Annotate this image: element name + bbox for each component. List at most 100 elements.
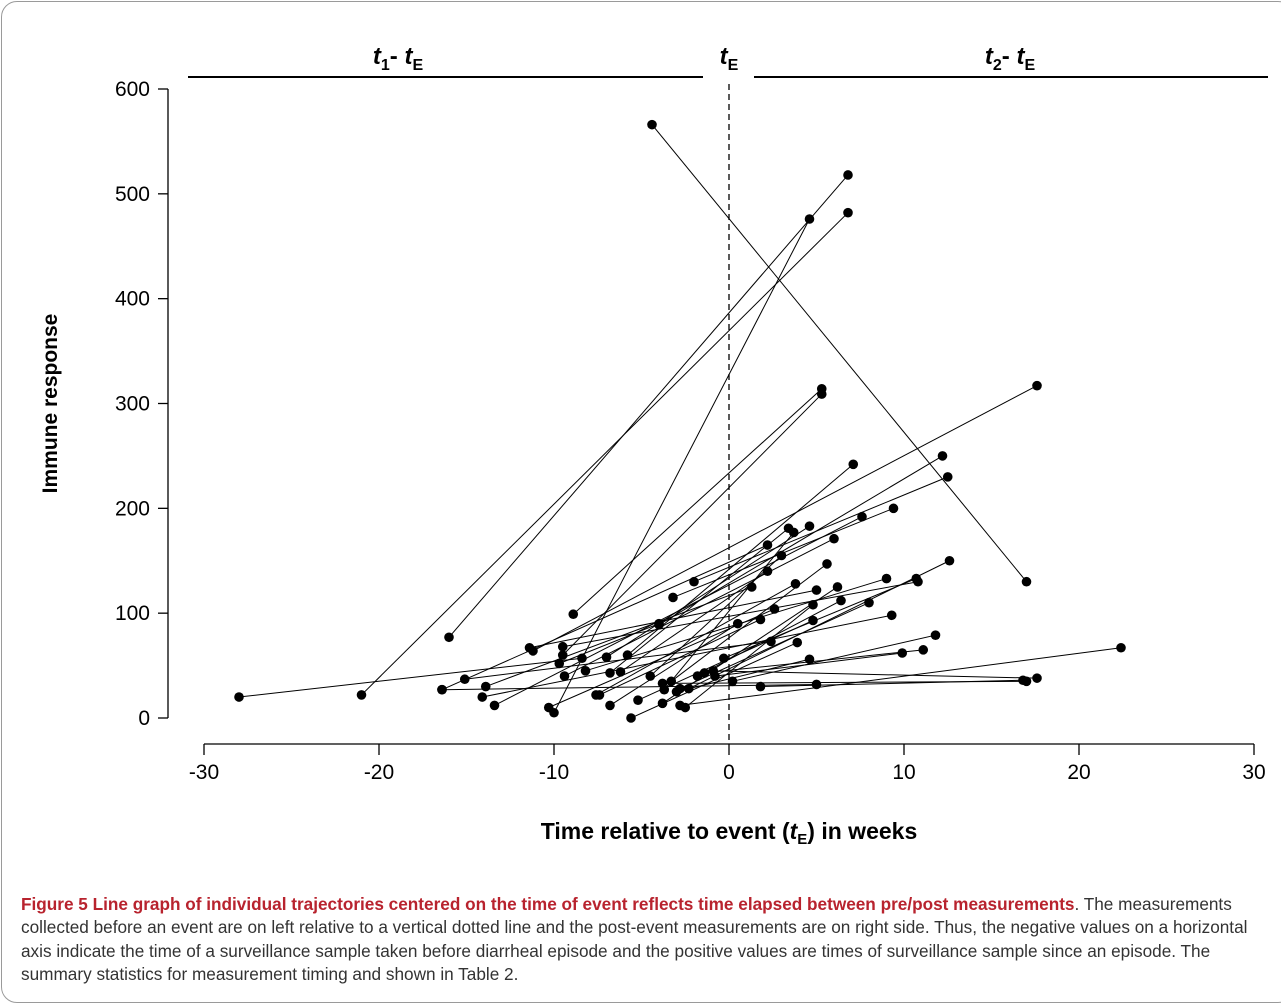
trajectory-line: [693, 476, 948, 583]
post-event-point: [843, 170, 853, 180]
pre-event-point: [668, 592, 678, 603]
post-event-point: [886, 610, 897, 621]
figure-caption: Figure 5 Line graph of individual trajec…: [21, 893, 1271, 987]
label-post-sub2: E: [1024, 57, 1035, 74]
trajectory-line: [679, 647, 1122, 706]
label-pre-dash: -: [390, 43, 405, 70]
trajectory-line: [732, 634, 936, 682]
x-axis-label: Time relative to event (tE) in weeks: [541, 818, 917, 848]
label-pre-t1: t: [373, 43, 382, 70]
trajectory-line: [688, 560, 950, 690]
pre-event-point: [671, 686, 682, 697]
pre-event-point: [699, 668, 710, 678]
pre-event-point: [605, 668, 615, 678]
trajectory-line: [670, 563, 828, 682]
trajectory-line: [651, 124, 1027, 583]
trajectory: [568, 384, 827, 620]
post-event-point: [897, 648, 908, 658]
x-tick-label: -10: [539, 761, 569, 784]
trajectory-line: [676, 658, 810, 693]
trajectory: [489, 511, 867, 711]
trajectory: [626, 637, 803, 723]
post-event-point: [881, 573, 892, 584]
label-pre-event: t1- tE: [373, 43, 424, 74]
pre-event-point: [626, 713, 636, 723]
trajectory: [671, 654, 815, 697]
post-event-point: [930, 630, 941, 640]
pre-event-point: [543, 702, 554, 713]
trajectories: [234, 119, 1126, 723]
pre-event-point: [480, 681, 491, 692]
post-event-point: [888, 503, 899, 514]
trajectory: [580, 573, 892, 676]
trajectory-line: [553, 218, 810, 713]
label-event: tE: [720, 43, 739, 74]
trajectory: [689, 472, 953, 587]
post-event-point: [769, 604, 780, 614]
trajectory-line: [713, 670, 1038, 679]
trajectory: [356, 207, 853, 700]
trajectory-line: [464, 640, 772, 680]
post-event-point: [829, 533, 839, 544]
post-event-point: [788, 527, 799, 538]
pre-event-point: [708, 666, 719, 676]
trajectory: [594, 614, 766, 700]
post-event-point: [766, 636, 776, 647]
trajectory-line: [714, 652, 903, 677]
trajectory: [459, 636, 776, 685]
y-tick-label: 300: [115, 393, 150, 416]
y-tick-label: 100: [115, 602, 150, 625]
caption-body: . The measurements collected before an e…: [21, 894, 1248, 985]
post-event-point: [1018, 675, 1028, 686]
trajectory: [699, 645, 929, 678]
post-event-point: [944, 555, 955, 566]
label-pre-t2: t: [404, 43, 413, 70]
trajectory-line: [649, 555, 782, 677]
y-tick-label: 200: [115, 497, 150, 520]
y-tick-label: 600: [115, 78, 150, 101]
trajectory-line: [663, 532, 795, 691]
post-event-point: [1032, 380, 1042, 391]
post-event-point: [762, 566, 773, 577]
trajectory-line: [448, 174, 849, 638]
trajectory: [559, 533, 839, 681]
trajectory: [549, 214, 815, 718]
post-event-point: [811, 585, 822, 595]
trajectory-line: [361, 212, 849, 696]
trajectory: [557, 389, 827, 660]
post-event-point: [654, 618, 664, 629]
trajectory-line: [441, 544, 768, 691]
trajectory-line: [627, 463, 854, 656]
trajectory: [675, 642, 1126, 711]
trajectory-line: [620, 570, 768, 673]
pre-event-point: [356, 690, 367, 700]
label-pre-sub1: 1: [381, 57, 390, 74]
label-event-t: t: [720, 43, 729, 70]
pre-event-point: [755, 681, 766, 692]
label-event-sub: E: [728, 57, 739, 74]
post-event-point: [843, 207, 853, 218]
x-tick-label: 20: [1067, 761, 1090, 784]
pre-event-point: [557, 650, 568, 660]
post-event-point: [918, 645, 929, 655]
trajectory: [444, 170, 853, 643]
pre-event-point: [437, 684, 447, 695]
trajectory-line: [559, 623, 660, 664]
segment-labels: t1- tE tE t2- tE: [373, 43, 1036, 74]
trajectory-line: [704, 649, 924, 674]
trajectory: [234, 653, 587, 702]
pre-event-point: [718, 653, 729, 664]
y-tick-label: 400: [115, 288, 150, 311]
trajectory: [605, 618, 743, 711]
post-event-point: [836, 595, 846, 606]
pre-event-point: [554, 658, 565, 669]
trajectory-line: [572, 388, 823, 615]
pre-event-point: [657, 678, 668, 689]
trajectory-line: [595, 583, 796, 696]
label-pre-sub2: E: [412, 57, 423, 74]
trajectory: [708, 666, 1042, 683]
x-axis-label-var: t: [790, 818, 799, 844]
x-tick-label: 0: [723, 761, 735, 784]
trajectory-line: [609, 623, 739, 706]
